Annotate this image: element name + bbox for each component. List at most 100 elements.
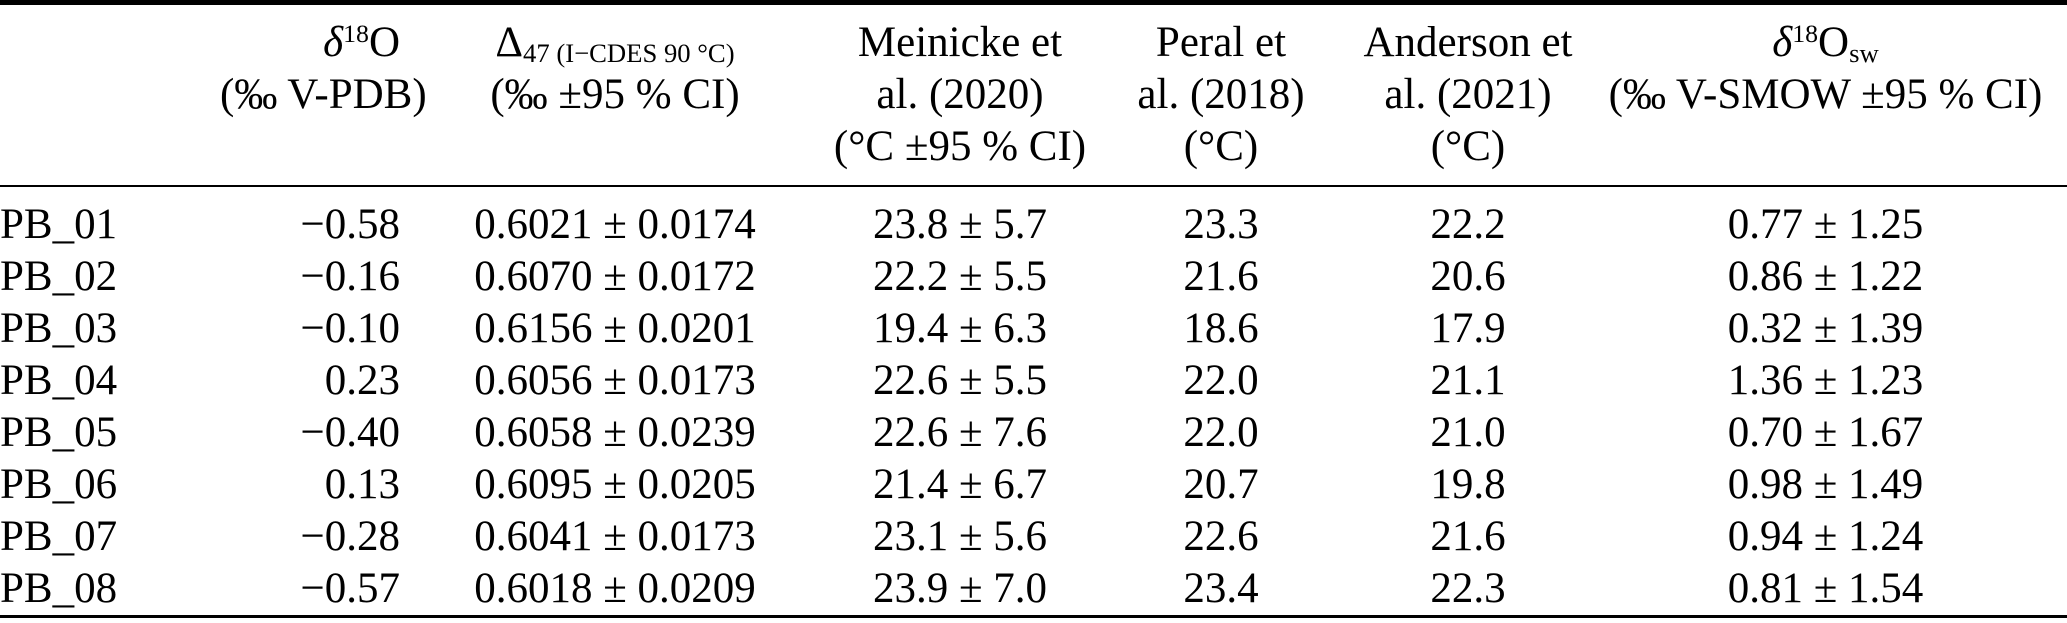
cell-d47: 0.6156 ± 0.0201 — [474, 305, 756, 352]
table-row: PB_08 −0.57 0.6018 ± 0.0209 23.9 ± 7.0 2… — [0, 563, 2067, 617]
cell-d47: 0.6021 ± 0.0174 — [474, 201, 756, 248]
cell-peral-temp: 22.6 — [1183, 513, 1259, 560]
cell-anderson-temp: 19.8 — [1430, 461, 1506, 508]
col-header-peral: Peral et al. (2018) (°C) — [1090, 2, 1352, 187]
cell-sample-id: PB_07 — [0, 513, 118, 560]
cell-peral-temp: 20.7 — [1183, 461, 1259, 508]
cell-peral-temp: 18.6 — [1183, 305, 1259, 352]
cell-meinicke-temp: 22.6 ± 7.6 — [872, 409, 1048, 456]
table-row: PB_07 −0.28 0.6041 ± 0.0173 23.1 ± 5.6 2… — [0, 511, 2067, 563]
cell-peral-temp: 22.0 — [1183, 409, 1259, 456]
cell-d47: 0.6070 ± 0.0172 — [474, 253, 756, 300]
cell-d18osw: 0.32 ± 1.39 — [1727, 305, 1924, 352]
header-unit-meinicke: (°C ±95 % CI) — [833, 123, 1087, 170]
cell-d18o: −0.58 — [300, 201, 400, 248]
cell-d18o: −0.10 — [300, 305, 400, 352]
header-formula-d18osw: δ18Osw — [1584, 17, 2067, 69]
cell-peral-temp: 22.0 — [1183, 357, 1259, 404]
cell-d18o: −0.40 — [300, 409, 400, 456]
header-line: al. (2020) — [876, 71, 1044, 118]
cell-d18o: −0.57 — [300, 565, 400, 612]
table-row: PB_03 −0.10 0.6156 ± 0.0201 19.4 ± 6.3 1… — [0, 303, 2067, 355]
cell-peral-temp: 23.3 — [1183, 201, 1259, 248]
cell-d47: 0.6018 ± 0.0209 — [474, 565, 756, 612]
cell-d47: 0.6058 ± 0.0239 — [474, 409, 756, 456]
table-body: PB_01 −0.58 0.6021 ± 0.0174 23.8 ± 5.7 2… — [0, 186, 2067, 617]
header-unit-d18osw: (‰ V-SMOW ±95 % CI) — [1608, 71, 2043, 118]
cell-sample-id: PB_06 — [0, 461, 118, 508]
cell-d18o: 0.23 — [324, 357, 400, 404]
superscript-18: 18 — [343, 18, 369, 48]
cell-d18o: 0.13 — [324, 461, 400, 508]
header-line: al. (2021) — [1384, 71, 1552, 118]
superscript-18: 18 — [1792, 18, 1819, 48]
capital-delta-symbol: Δ — [495, 19, 524, 66]
cell-anderson-temp: 21.1 — [1430, 357, 1506, 404]
header-unit-d47: (‰ ±95 % CI) — [490, 71, 740, 118]
cell-sample-id: PB_03 — [0, 305, 118, 352]
cell-anderson-temp: 22.2 — [1430, 201, 1506, 248]
cell-d47: 0.6041 ± 0.0173 — [474, 513, 756, 560]
element-o: O — [368, 19, 400, 66]
cell-d18osw: 0.94 ± 1.24 — [1727, 513, 1924, 560]
header-line: Peral et — [1155, 19, 1287, 66]
col-header-meinicke: Meinicke et al. (2020) (°C ±95 % CI) — [830, 2, 1090, 187]
cell-anderson-temp: 22.3 — [1430, 565, 1506, 612]
subscript-sw: sw — [1849, 37, 1879, 68]
table-row: PB_06 0.13 0.6095 ± 0.0205 21.4 ± 6.7 20… — [0, 459, 2067, 511]
cell-sample-id: PB_02 — [0, 253, 118, 300]
header-line: Anderson et — [1363, 19, 1573, 66]
cell-d18osw: 0.81 ± 1.54 — [1727, 565, 1924, 612]
cell-sample-id: PB_05 — [0, 409, 118, 456]
cell-anderson-temp: 21.6 — [1430, 513, 1506, 560]
col-header-d47: Δ47 (I−CDES 90 °C) (‰ ±95 % CI) — [400, 2, 830, 187]
col-header-d18osw: δ18Osw (‰ V-SMOW ±95 % CI) — [1584, 2, 2067, 187]
col-header-sample-id — [0, 2, 220, 187]
header-row: δ18O (‰ V-PDB) Δ47 (I−CDES 90 °C) (‰ ±95… — [0, 2, 2067, 187]
cell-sample-id: PB_01 — [0, 201, 118, 248]
cell-peral-temp: 23.4 — [1183, 565, 1259, 612]
delta-symbol: δ — [323, 19, 344, 66]
cell-meinicke-temp: 22.2 ± 5.5 — [872, 253, 1048, 300]
cell-meinicke-temp: 19.4 ± 6.3 — [872, 305, 1048, 352]
cell-sample-id: PB_04 — [0, 357, 118, 404]
cell-d18osw: 0.98 ± 1.49 — [1727, 461, 1924, 508]
col-header-anderson: Anderson et al. (2021) (°C) — [1352, 2, 1584, 187]
header-unit-peral: (°C) — [1183, 123, 1259, 170]
cell-anderson-temp: 21.0 — [1430, 409, 1506, 456]
header-unit-anderson: (°C) — [1430, 123, 1506, 170]
header-line: al. (2018) — [1137, 71, 1305, 118]
element-o: O — [1818, 19, 1850, 66]
table-row: PB_05 −0.40 0.6058 ± 0.0239 22.6 ± 7.6 2… — [0, 407, 2067, 459]
header-formula-d18o: δ18O — [220, 17, 400, 69]
cell-meinicke-temp: 22.6 ± 5.5 — [872, 357, 1048, 404]
subscript-d47-scale: 47 (I−CDES 90 °C) — [523, 37, 735, 68]
cell-d18osw: 0.77 ± 1.25 — [1727, 201, 1924, 248]
cell-d18o: −0.28 — [300, 513, 400, 560]
cell-meinicke-temp: 23.9 ± 7.0 — [872, 565, 1048, 612]
col-header-d18o: δ18O (‰ V-PDB) — [220, 2, 427, 187]
cell-meinicke-temp: 23.1 ± 5.6 — [872, 513, 1048, 560]
table-row: PB_01 −0.58 0.6021 ± 0.0174 23.8 ± 5.7 2… — [0, 186, 2067, 251]
cell-anderson-temp: 20.6 — [1430, 253, 1506, 300]
table-row: PB_02 −0.16 0.6070 ± 0.0172 22.2 ± 5.5 2… — [0, 251, 2067, 303]
cell-peral-temp: 21.6 — [1183, 253, 1259, 300]
cell-d18osw: 0.70 ± 1.67 — [1727, 409, 1924, 456]
cell-d18osw: 1.36 ± 1.23 — [1727, 357, 1924, 404]
header-line: Meinicke et — [857, 19, 1063, 66]
table-row: PB_04 0.23 0.6056 ± 0.0173 22.6 ± 5.5 22… — [0, 355, 2067, 407]
header-formula-d47: Δ47 (I−CDES 90 °C) — [400, 17, 830, 69]
header-unit-d18o: (‰ V-PDB) — [220, 71, 427, 118]
cell-d18o: −0.16 — [300, 253, 400, 300]
cell-d18osw: 0.86 ± 1.22 — [1727, 253, 1924, 300]
cell-sample-id: PB_08 — [0, 565, 118, 612]
delta-symbol: δ — [1772, 19, 1793, 66]
cell-d47: 0.6095 ± 0.0205 — [474, 461, 756, 508]
cell-anderson-temp: 17.9 — [1430, 305, 1506, 352]
cell-meinicke-temp: 21.4 ± 6.7 — [872, 461, 1048, 508]
cell-d47: 0.6056 ± 0.0173 — [474, 357, 756, 404]
table-header: δ18O (‰ V-PDB) Δ47 (I−CDES 90 °C) (‰ ±95… — [0, 2, 2067, 187]
cell-meinicke-temp: 23.8 ± 5.7 — [872, 201, 1048, 248]
